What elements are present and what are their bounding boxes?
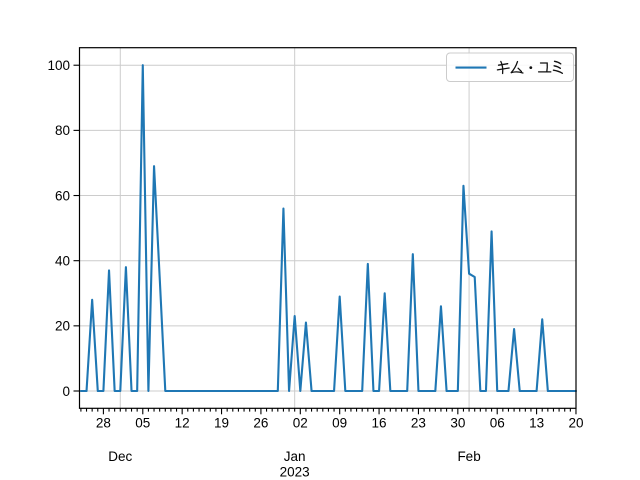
- x-tick-label: 30: [450, 416, 465, 431]
- x-tick-label: 26: [253, 416, 268, 431]
- legend-box: [446, 52, 574, 82]
- y-axis: 0 20 40 60 80 100: [47, 58, 80, 399]
- x-month-label: Jan: [284, 449, 306, 464]
- legend-glyph: [537, 62, 552, 73]
- x-tick-label: 23: [411, 416, 426, 431]
- x-month-label: Dec: [108, 449, 132, 464]
- x-tick-label: 28: [96, 416, 111, 431]
- x-tick-label: 13: [529, 416, 544, 431]
- y-tick-label: 20: [55, 319, 70, 334]
- x-tick-label: 12: [175, 416, 190, 431]
- legend-glyph: [510, 60, 524, 74]
- x-tick-label: 16: [372, 416, 387, 431]
- y-tick-label: 60: [55, 188, 70, 203]
- y-tick-label: 40: [55, 253, 70, 268]
- legend-label: [496, 60, 564, 75]
- x-tick-label: 05: [135, 416, 150, 431]
- x-tick-label: 02: [293, 416, 308, 431]
- series-line: [79, 64, 578, 393]
- x-tick-label: 06: [490, 416, 505, 431]
- legend-glyph: [552, 60, 564, 74]
- x-tick-label: 09: [332, 416, 347, 431]
- y-tick-label: 0: [62, 384, 70, 399]
- y-tick-label: 100: [47, 58, 70, 73]
- x-month-label: Feb: [457, 449, 480, 464]
- y-tick-label: 80: [55, 123, 70, 138]
- plot-border: [78, 47, 577, 409]
- x-year-label: 2023: [280, 465, 310, 480]
- legend-glyph: [529, 66, 533, 69]
- legend-glyph: [496, 60, 510, 75]
- gridlines: [79, 47, 576, 409]
- legend: [446, 52, 574, 82]
- x-tick-label: 20: [568, 416, 583, 431]
- x-tick-label: 19: [214, 416, 229, 431]
